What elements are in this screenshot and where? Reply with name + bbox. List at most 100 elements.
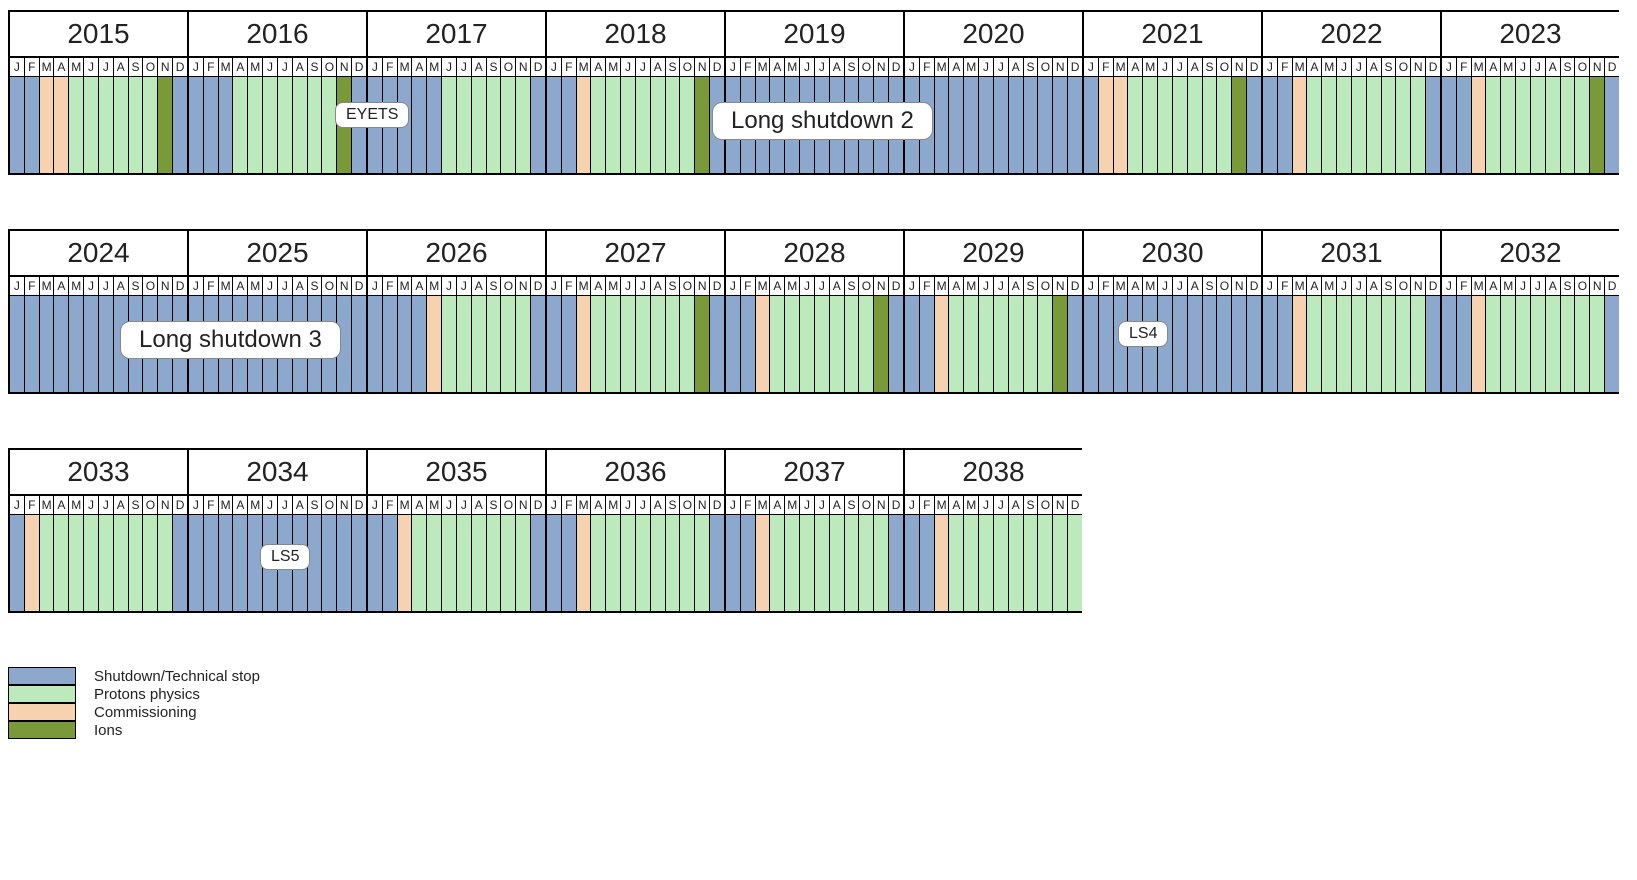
month-bar-protons (1382, 77, 1397, 173)
month-label: M (785, 58, 800, 76)
month-label: A (54, 496, 69, 514)
month-bar-protons (427, 515, 442, 611)
month-label: M (964, 496, 979, 514)
month-label: S (1203, 58, 1218, 76)
year-label: 2030 (1082, 229, 1261, 277)
month-label: J (1084, 277, 1099, 295)
month-bar-shutdown (173, 77, 187, 173)
month-bar-protons (591, 77, 606, 173)
month-bar-protons (859, 515, 874, 611)
year-label: 2035 (366, 448, 545, 496)
month-bar-shutdown (994, 77, 1009, 173)
month-label: M (1293, 277, 1308, 295)
month-label: A (412, 496, 427, 514)
month-label: J (457, 496, 472, 514)
month-labels: JFMAMJJASOND (8, 496, 187, 515)
month-label: A (651, 496, 666, 514)
month-bar-commissioning (1472, 296, 1487, 392)
month-label: N (516, 58, 531, 76)
month-labels: JFMAMJJASOND (1261, 277, 1440, 296)
month-label: J (547, 58, 562, 76)
month-bar-protons (1337, 296, 1352, 392)
month-bar-shutdown (1053, 77, 1068, 173)
month-label: N (337, 277, 352, 295)
month-label: A (830, 277, 845, 295)
month-label: A (472, 277, 487, 295)
month-bar-protons (1053, 515, 1068, 611)
month-label: M (1501, 277, 1516, 295)
month-bar-protons (1203, 77, 1218, 173)
month-label: A (1307, 277, 1322, 295)
month-label: N (516, 496, 531, 514)
month-label: J (636, 496, 651, 514)
month-bar-shutdown (383, 296, 398, 392)
month-bar-protons (979, 515, 994, 611)
month-bar-commissioning (40, 77, 55, 173)
month-label: J (442, 496, 457, 514)
month-bar-shutdown (1442, 296, 1457, 392)
month-label: A (114, 58, 129, 76)
month-bar-shutdown (905, 515, 920, 611)
month-bar-protons (845, 515, 860, 611)
month-labels: JFMAMJJASOND (8, 277, 187, 296)
month-label: F (204, 58, 219, 76)
month-bar-shutdown (531, 77, 545, 173)
month-bar-protons (472, 515, 487, 611)
month-bar-commissioning (935, 296, 950, 392)
month-label: F (1457, 277, 1472, 295)
month-bar-shutdown (979, 77, 994, 173)
year-label: 2023 (1440, 10, 1619, 58)
month-label: J (189, 496, 204, 514)
year-2015: 2015JFMAMJJASOND (8, 10, 187, 175)
month-bar-shutdown (1278, 296, 1293, 392)
month-labels: JFMAMJJASOND (903, 277, 1082, 296)
month-bar-shutdown (322, 515, 337, 611)
month-label: A (54, 58, 69, 76)
month-label: J (457, 277, 472, 295)
month-label: M (577, 496, 592, 514)
month-bar-protons (800, 296, 815, 392)
month-bar-protons (606, 515, 621, 611)
month-label: M (219, 58, 234, 76)
month-label: M (1293, 58, 1308, 76)
month-bar-shutdown (949, 77, 964, 173)
month-bar-protons (1486, 296, 1501, 392)
month-bar-protons (1128, 77, 1143, 173)
year-label: 2029 (903, 229, 1082, 277)
badge-long-shutdown-3: Long shutdown 3 (120, 321, 341, 359)
month-label: F (25, 277, 40, 295)
month-label: N (695, 277, 710, 295)
month-label: M (785, 496, 800, 514)
year-2022: 2022JFMAMJJASOND (1261, 10, 1440, 175)
month-labels: JFMAMJJASOND (1440, 277, 1619, 296)
month-labels: JFMAMJJASOND (545, 58, 724, 77)
month-bar-protons (501, 515, 516, 611)
month-label: D (889, 277, 903, 295)
month-bar-shutdown (1217, 296, 1232, 392)
month-label: M (248, 496, 263, 514)
month-bar-protons (487, 515, 502, 611)
month-bar-protons (591, 515, 606, 611)
badge-ls4: LS4 (1118, 321, 1168, 347)
month-bar-shutdown (189, 77, 204, 173)
month-label: J (442, 277, 457, 295)
month-label: S (129, 58, 144, 76)
month-bar-protons (442, 296, 457, 392)
month-bar-shutdown (1457, 296, 1472, 392)
month-bar-protons (84, 77, 99, 173)
month-label: D (173, 277, 187, 295)
month-label: J (1352, 58, 1367, 76)
legend-label: Protons physics (94, 686, 200, 703)
month-bar-protons (1516, 296, 1531, 392)
month-label: J (1173, 277, 1188, 295)
month-bar-protons (442, 515, 457, 611)
month-label: J (815, 496, 830, 514)
month-labels: JFMAMJJASOND (1440, 58, 1619, 77)
month-bar-shutdown (1038, 77, 1053, 173)
year-label: 2025 (187, 229, 366, 277)
month-label: N (874, 496, 889, 514)
month-label: A (233, 58, 248, 76)
month-bar-protons (1352, 296, 1367, 392)
month-label: M (606, 277, 621, 295)
month-bar-protons (1411, 296, 1426, 392)
